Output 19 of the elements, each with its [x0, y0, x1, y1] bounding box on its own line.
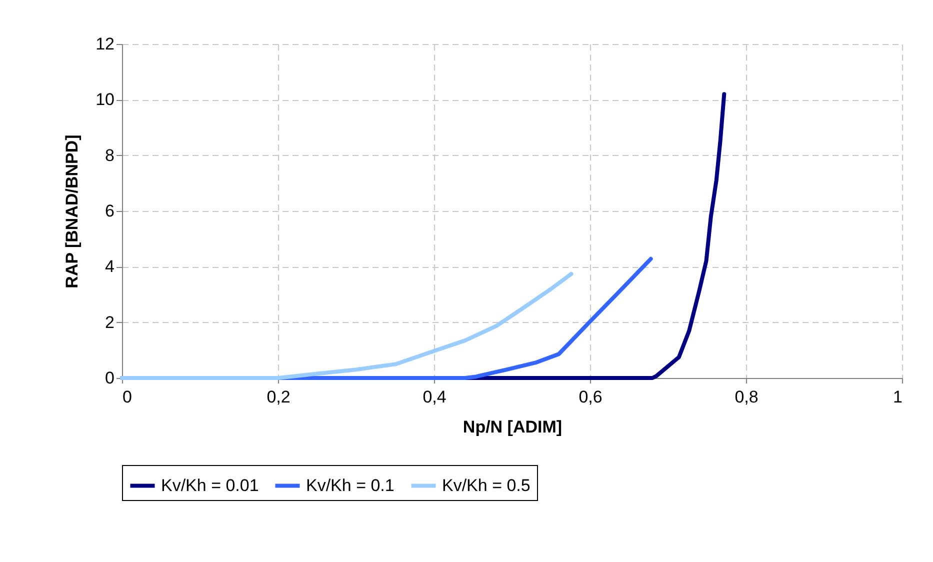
- x-tick-label: 0,4: [422, 388, 446, 406]
- y-tick-label: 12: [96, 34, 114, 54]
- line-series: [120, 272, 574, 380]
- x-tick-label: 1: [893, 388, 902, 406]
- x-tick-label: 0,6: [578, 388, 602, 406]
- y-tick-label: 0: [105, 368, 114, 388]
- y-axis-title: RAP [BNAD/BNPD]: [62, 134, 82, 288]
- x-tick-label: 0,8: [734, 388, 758, 406]
- y-tick-label: 4: [105, 257, 114, 276]
- y-tick-label: 10: [96, 90, 114, 110]
- legend-label: Kv/Kh = 0.01: [161, 476, 259, 495]
- y-tick-label: 6: [105, 202, 114, 220]
- x-axis-title: Np/N [ADIM]: [462, 418, 562, 436]
- x-tick-label: 0: [122, 388, 132, 406]
- legend-label: Kv/Kh = 0.5: [442, 476, 530, 495]
- x-tick-label: 0,2: [266, 388, 290, 406]
- y-tick-label: 2: [105, 312, 114, 332]
- legend-label: Kv/Kh = 0.1: [306, 476, 394, 495]
- y-tick-label: 8: [105, 146, 114, 165]
